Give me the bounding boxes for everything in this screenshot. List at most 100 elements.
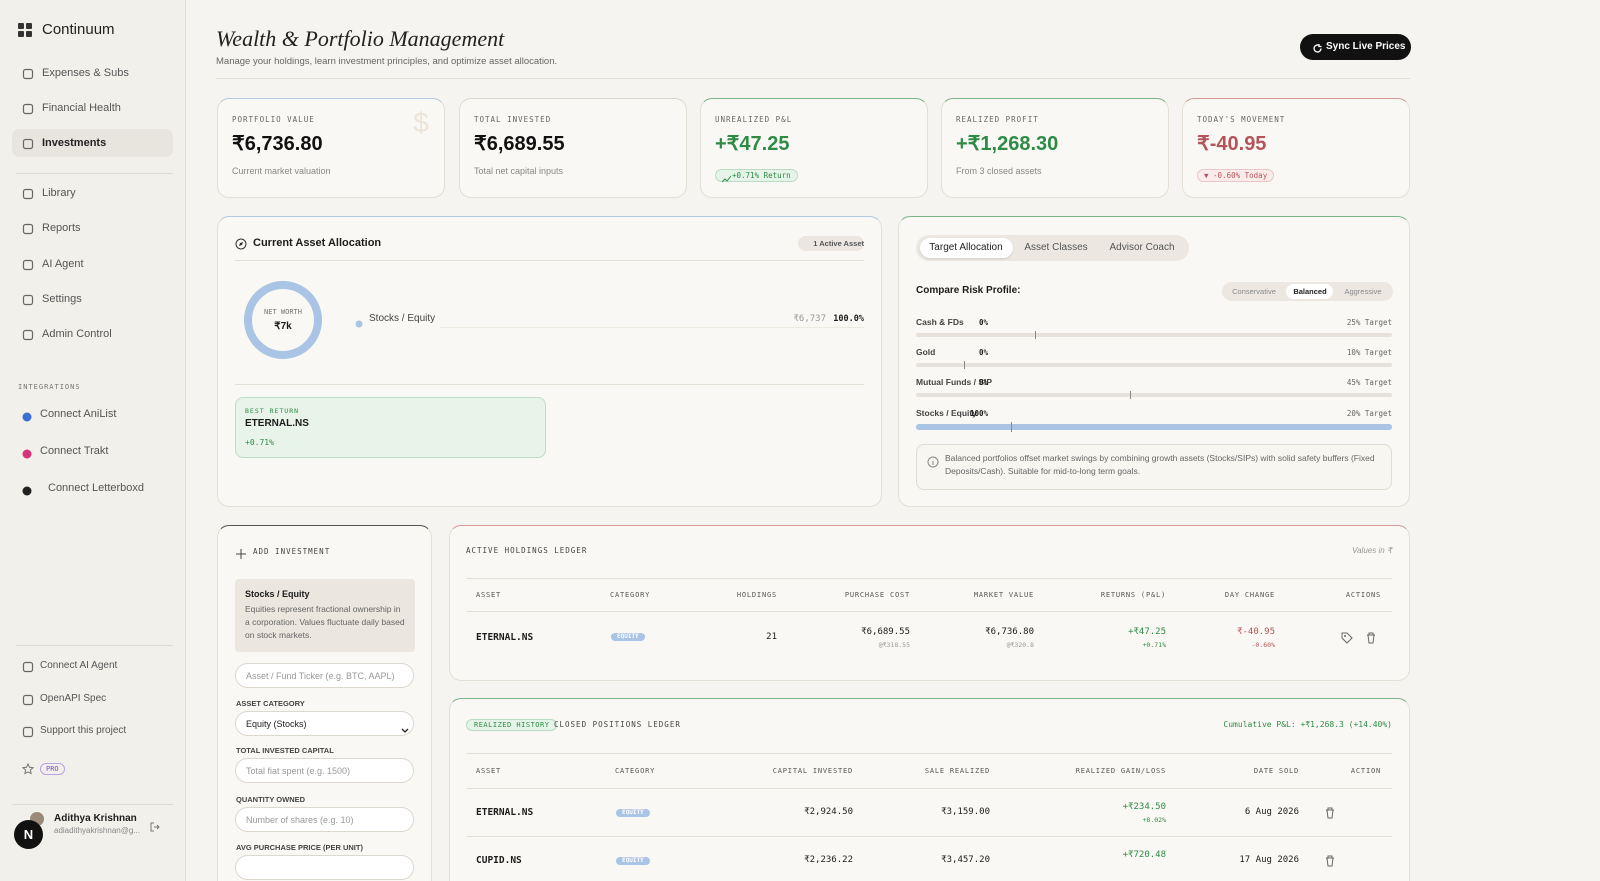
donut-svg: [244, 281, 322, 359]
trash-icon-svg: [1326, 807, 1334, 819]
day-pct: -0.60%: [1251, 640, 1275, 649]
integration-icon-svg: [22, 486, 32, 496]
nav-item[interactable]: Expenses & Subs: [42, 66, 129, 79]
target-current: 0%: [979, 317, 989, 327]
svg-text:$: $: [413, 108, 429, 138]
tab[interactable]: Target Allocation: [929, 242, 1003, 253]
legend-line: [440, 327, 864, 328]
kpi-label: UNREALIZED P&L: [715, 114, 793, 124]
icon: [22, 137, 34, 150]
field-input[interactable]: [235, 855, 414, 880]
field-input[interactable]: [235, 711, 414, 736]
badge-bg: [798, 236, 864, 251]
brand-logo: [18, 23, 32, 37]
target-name: Stocks / Equity: [916, 408, 977, 418]
invested-cell: ₹2,924.50: [804, 806, 853, 817]
icon: [22, 693, 34, 706]
returns-cell: +₹47.25: [1128, 626, 1166, 637]
icon-svg: [22, 726, 34, 738]
profile-option[interactable]: Balanced: [1293, 286, 1327, 296]
ticker-input[interactable]: [235, 663, 414, 688]
footer-link[interactable]: Support this project: [40, 725, 127, 736]
gain-cell: +₹234.50: [1122, 801, 1166, 812]
nav-item[interactable]: Financial Health: [42, 101, 121, 114]
kpi-note: Current market valuation: [232, 165, 331, 176]
integration-link[interactable]: Connect AniList: [40, 407, 117, 420]
footer-link[interactable]: Connect AI Agent: [40, 660, 118, 671]
icon-svg: [22, 188, 34, 200]
kpi-note: From 3 closed assets: [956, 165, 1042, 176]
footer-link[interactable]: OpenAPI Spec: [40, 693, 107, 704]
kpi-card: [941, 98, 1169, 198]
trash-icon[interactable]: [1325, 806, 1335, 819]
info-text: Equities represent fractional ownership …: [245, 604, 405, 640]
ticker-placeholder: Asset / Fund Ticker (e.g. BTC, AAPL): [246, 670, 395, 681]
icon: [22, 293, 34, 306]
tag-icon[interactable]: [1341, 631, 1353, 644]
holdings-card: [449, 525, 1410, 681]
tab[interactable]: Advisor Coach: [1109, 242, 1175, 253]
asset-name: ETERNAL.NS: [476, 806, 534, 818]
integration-link[interactable]: Connect Letterboxd: [48, 481, 145, 494]
invested-cell: ₹2,236.22: [804, 854, 853, 865]
day-cell: ₹-40.95: [1237, 626, 1275, 637]
chevron: [401, 721, 409, 733]
target-current: 100%: [970, 408, 989, 418]
icon-svg: [22, 138, 34, 150]
icon-svg: [22, 661, 34, 673]
nav-item[interactable]: Reports: [42, 221, 81, 234]
column-header: CAPITAL INVESTED: [772, 767, 853, 775]
date-cell: 6 Aug 2026: [1244, 806, 1299, 817]
profile-active-bg: [1286, 284, 1333, 299]
plus-icon: [236, 546, 246, 559]
returns-pct: +0.71%: [1142, 640, 1166, 649]
trash-icon[interactable]: [1366, 631, 1376, 644]
nav-item[interactable]: Admin Control: [42, 327, 112, 340]
nav-item[interactable]: Settings: [42, 292, 82, 305]
profile-option[interactable]: Conservative: [1232, 286, 1276, 296]
profile-option[interactable]: Aggressive: [1344, 286, 1382, 296]
column-header: SALE REALIZED: [924, 767, 990, 775]
target-marker: [963, 361, 965, 369]
user-email: adiadithyakrishnan@g...: [54, 825, 140, 835]
nav-item[interactable]: Library: [42, 186, 76, 199]
best-asset: ETERNAL.NS: [245, 418, 309, 429]
avatar: N: [14, 820, 43, 849]
category-pill: EQUITY: [616, 857, 650, 865]
nav-item[interactable]: Investments: [42, 136, 107, 149]
kpi-note: +0.71% Return: [715, 168, 798, 182]
divider: [466, 836, 1392, 837]
nav-active-bg: [12, 129, 173, 157]
icon-svg: [22, 259, 34, 271]
column-header: CATEGORY: [610, 591, 651, 599]
integration-icon-svg: [22, 412, 32, 422]
tab[interactable]: Asset Classes: [1024, 242, 1088, 253]
field-input[interactable]: [235, 807, 414, 832]
target-current: 0%: [979, 347, 989, 357]
icon: [22, 187, 34, 200]
divider: [235, 384, 864, 385]
sync-icon-svg: [1313, 44, 1322, 53]
donut: [244, 281, 322, 359]
trash-icon-svg: [1326, 855, 1334, 867]
target-target: 45% Target: [1346, 377, 1392, 387]
logout-icon: [150, 819, 160, 832]
gain-cell: +₹720.48: [1122, 849, 1166, 860]
integration-link[interactable]: Connect Trakt: [40, 444, 109, 457]
trash-icon[interactable]: [1325, 854, 1335, 867]
compass-icon: [235, 237, 247, 250]
legend-name: Stocks / Equity: [369, 313, 436, 324]
holdings-cell: 21: [766, 631, 777, 642]
field-input[interactable]: [235, 758, 414, 783]
target-target: 25% Target: [1346, 317, 1392, 327]
kpi-value: ₹-40.95: [1197, 133, 1267, 155]
legend-amount: ₹6,737: [793, 313, 826, 324]
divider: [466, 788, 1392, 789]
nav-item[interactable]: AI Agent: [42, 257, 84, 270]
asset-name: CUPID.NS: [476, 854, 522, 866]
kpi-label: PORTFOLIO VALUE: [232, 114, 315, 124]
integration-icon: [22, 483, 32, 496]
field-label: ASSET CATEGORY: [236, 698, 305, 708]
info-icon-svg: [927, 456, 939, 468]
holdings-title: ACTIVE HOLDINGS LEDGER: [466, 545, 588, 555]
